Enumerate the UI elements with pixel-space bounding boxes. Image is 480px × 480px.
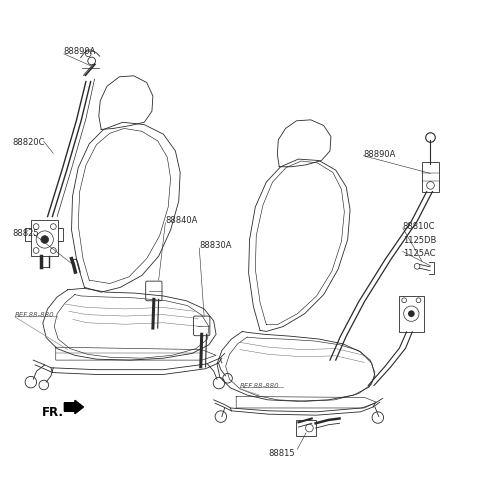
Text: 88890A: 88890A [363, 150, 396, 158]
Text: 88840A: 88840A [165, 216, 198, 225]
Circle shape [41, 236, 48, 244]
FancyBboxPatch shape [193, 316, 210, 336]
Circle shape [408, 311, 415, 317]
Text: 88810C: 88810C [403, 221, 435, 230]
FancyBboxPatch shape [146, 282, 162, 301]
FancyBboxPatch shape [422, 163, 439, 192]
Text: 88830A: 88830A [199, 240, 232, 249]
FancyBboxPatch shape [31, 221, 58, 257]
Text: REF.88-880: REF.88-880 [240, 383, 280, 389]
Text: 88815: 88815 [269, 448, 295, 457]
Text: 1125AC: 1125AC [403, 249, 435, 258]
Text: 1125DB: 1125DB [403, 236, 436, 244]
Text: 88820C: 88820C [12, 138, 45, 146]
FancyArrow shape [64, 400, 84, 414]
Text: 88825: 88825 [12, 228, 39, 237]
Text: REF.88-880: REF.88-880 [15, 311, 55, 317]
FancyBboxPatch shape [297, 420, 316, 436]
FancyBboxPatch shape [399, 296, 424, 332]
Text: FR.: FR. [41, 406, 63, 419]
Text: 88890A: 88890A [64, 47, 96, 56]
